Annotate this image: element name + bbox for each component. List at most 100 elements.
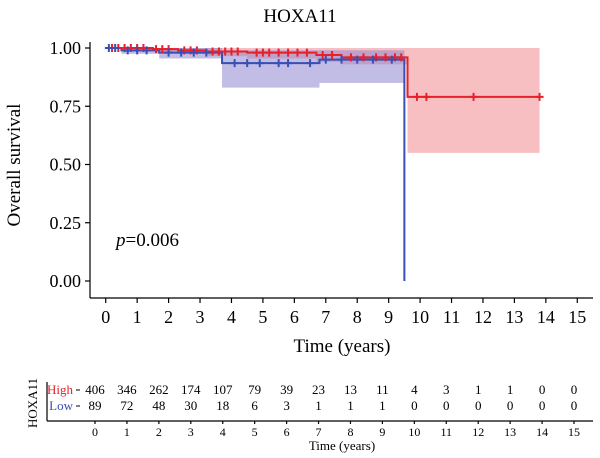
risk-table-count: 406 <box>85 382 105 397</box>
censor-mark-low <box>306 59 315 68</box>
x-tick-label: 3 <box>196 307 205 327</box>
censor-mark-low <box>111 44 120 52</box>
risk-table-x-tick-label: 11 <box>440 425 452 439</box>
censor-mark-low <box>274 59 283 68</box>
censor-mark-low <box>123 46 132 55</box>
risk-table-count: 0 <box>411 398 418 413</box>
risk-table-x-axis-label: Time (years) <box>309 438 375 453</box>
risk-table-x-tick-label: 9 <box>379 425 385 439</box>
risk-table-count: 3 <box>443 382 450 397</box>
censor-mark-high <box>359 53 368 62</box>
risk-table-row-label-high: High <box>47 382 74 397</box>
x-axis-label: Time (years) <box>294 336 391 357</box>
censor-mark-low <box>368 55 377 64</box>
x-tick-label: 6 <box>290 307 299 327</box>
risk-table-x-tick-label: 14 <box>536 425 548 439</box>
risk-table-strata-title: HOXA11 <box>25 378 40 428</box>
risk-table-x-tick-label: 13 <box>504 425 516 439</box>
censor-mark-high <box>328 50 337 59</box>
censor-mark-low <box>255 59 264 68</box>
censor-mark-high <box>469 92 478 101</box>
x-tick-label: 2 <box>164 307 173 327</box>
censor-mark-low <box>284 59 293 68</box>
risk-table-count: 89 <box>89 398 102 413</box>
risk-table-count: 3 <box>283 398 290 413</box>
risk-table-x-tick-label: 7 <box>316 425 322 439</box>
risk-table-count: 0 <box>571 398 578 413</box>
x-tick-label: 1 <box>133 307 142 327</box>
x-tick-label: 14 <box>537 307 555 327</box>
risk-table-x-tick-label: 5 <box>252 425 258 439</box>
p-value-label: p=0.006 <box>114 230 179 251</box>
censor-mark-low <box>189 48 198 57</box>
risk-table-count: 107 <box>213 382 233 397</box>
censor-mark-high <box>274 48 283 57</box>
censor-mark-high <box>381 53 390 62</box>
y-tick-label: 0.50 <box>50 155 82 175</box>
risk-table-count: 30 <box>184 398 197 413</box>
risk-table-count: 1 <box>507 382 514 397</box>
x-tick-label: 8 <box>353 307 362 327</box>
risk-table-count: 48 <box>152 398 165 413</box>
risk-table-count: 39 <box>280 382 293 397</box>
censor-mark-high <box>535 92 544 101</box>
x-tick-label: 12 <box>474 307 492 327</box>
censor-mark-low <box>202 48 211 57</box>
risk-table-count: 72 <box>120 398 133 413</box>
censor-mark-low <box>230 59 239 68</box>
risk-table-count: 79 <box>248 382 261 397</box>
risk-table-x-tick-label: 0 <box>92 425 98 439</box>
chart-title: HOXA11 <box>263 6 336 27</box>
x-tick-label: 5 <box>258 307 267 327</box>
censor-mark-high <box>265 48 274 57</box>
risk-table-count: 174 <box>181 382 201 397</box>
censor-mark-high <box>302 48 311 57</box>
risk-table-count: 1 <box>315 398 322 413</box>
censor-mark-low <box>243 59 252 68</box>
risk-table-count: 23 <box>312 382 325 397</box>
risk-table-x-tick-label: 2 <box>156 425 162 439</box>
y-tick-label: 0.75 <box>50 96 82 116</box>
risk-table-row-label-low: Low <box>49 398 73 413</box>
x-tick-label: 11 <box>443 307 460 327</box>
y-tick-label: 1.00 <box>50 38 82 58</box>
censor-mark-low <box>164 48 173 57</box>
risk-table-count: 346 <box>117 382 137 397</box>
risk-table-count: 1 <box>379 398 386 413</box>
x-tick-label: 7 <box>321 307 330 327</box>
censor-mark-low <box>387 55 396 64</box>
risk-table-count: 0 <box>507 398 514 413</box>
censor-mark-low <box>337 55 346 64</box>
censor-mark-low <box>321 55 330 64</box>
risk-table-x-tick-label: 4 <box>220 425 226 439</box>
risk-table-count: 1 <box>475 382 482 397</box>
risk-table-x-tick-label: 12 <box>472 425 484 439</box>
censor-mark-high <box>293 48 302 57</box>
risk-table-count: 0 <box>475 398 482 413</box>
y-axis-label: Overall survival <box>4 104 25 227</box>
y-tick-label: 0.25 <box>50 213 82 233</box>
risk-table-x-tick-label: 10 <box>408 425 420 439</box>
x-tick-label: 13 <box>505 307 523 327</box>
censor-mark-high <box>284 48 293 57</box>
censor-mark-low <box>142 46 151 55</box>
y-tick-label: 0.00 <box>50 271 82 291</box>
risk-table-count: 1 <box>347 398 354 413</box>
censor-mark-low <box>353 55 362 64</box>
risk-table-count: 0 <box>571 382 578 397</box>
censor-mark-low <box>177 48 186 57</box>
censor-mark-high <box>397 53 406 62</box>
x-tick-label: 4 <box>227 307 236 327</box>
censor-mark-high <box>412 92 421 101</box>
survival-curve-low <box>105 47 406 281</box>
axes: 0.000.250.500.751.000 1 2 3 4 5 6 7 8 9 10 11 12 13 14… <box>50 38 593 327</box>
risk-table-count: 4 <box>411 382 418 397</box>
risk-table-x-tick-label: 8 <box>347 425 353 439</box>
censor-mark-high <box>346 53 355 62</box>
risk-table-count: 6 <box>251 398 258 413</box>
censor-mark-low <box>133 46 142 55</box>
x-tick-label: 0 <box>101 307 110 327</box>
x-tick-label: 10 <box>411 307 429 327</box>
risk-table-x-tick-label: 3 <box>188 425 194 439</box>
